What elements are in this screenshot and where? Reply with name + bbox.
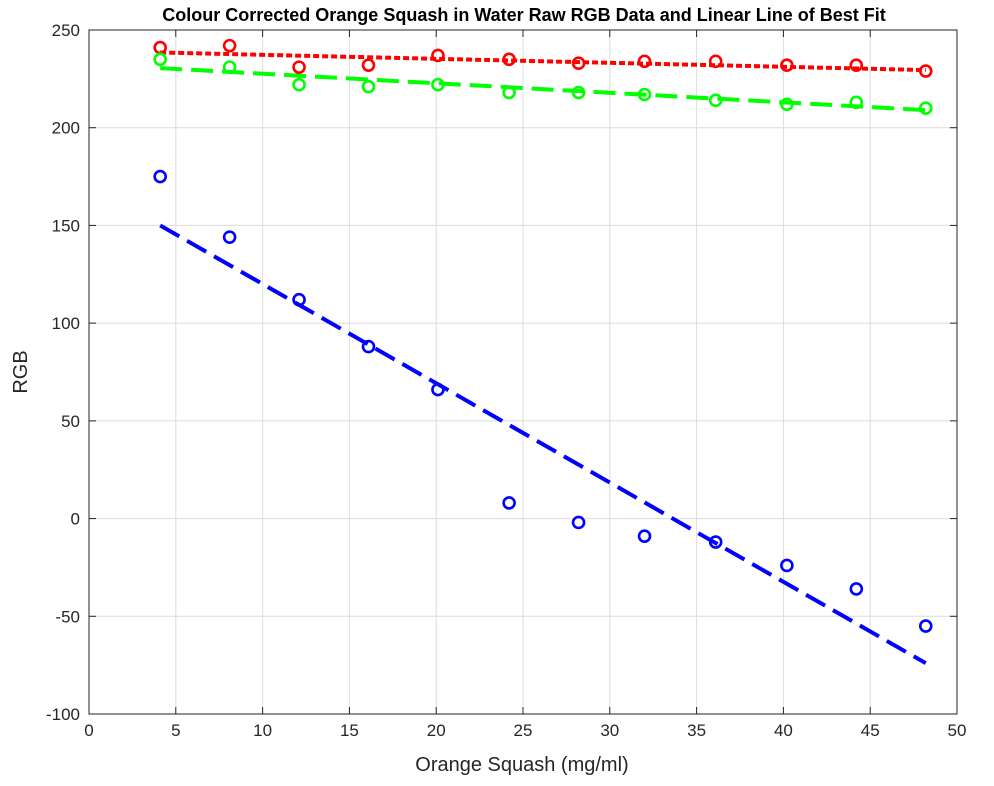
y-tick-label: 250 xyxy=(52,21,80,40)
x-tick-label: 20 xyxy=(427,721,446,740)
x-tick-label: 30 xyxy=(600,721,619,740)
y-tick-label: 100 xyxy=(52,314,80,333)
y-tick-label: -50 xyxy=(55,607,80,626)
y-tick-label: 0 xyxy=(71,510,80,529)
data-point-series-3 xyxy=(571,515,586,530)
data-point-series-1 xyxy=(780,58,794,72)
data-point-series-2 xyxy=(222,60,237,74)
x-tick-label: 50 xyxy=(948,721,967,740)
data-point-series-3 xyxy=(849,582,864,596)
data-point-series-3 xyxy=(222,230,237,244)
data-point-series-2 xyxy=(918,101,933,115)
x-tick-label: 5 xyxy=(171,721,180,740)
fit-lines xyxy=(159,50,927,665)
fit-line-series-2 xyxy=(160,66,926,113)
x-tick-label: 35 xyxy=(687,721,706,740)
data-point-series-2 xyxy=(292,77,306,92)
y-axis-label: RGB xyxy=(10,350,32,393)
data-point-series-2 xyxy=(502,85,516,100)
data-point-series-1 xyxy=(431,48,445,63)
data-point-series-3 xyxy=(153,169,167,184)
x-axis-label: Orange Squash (mg/ml) xyxy=(415,754,628,776)
data-point-series-2 xyxy=(637,87,652,102)
data-point-series-3 xyxy=(361,339,376,354)
data-point-series-2 xyxy=(431,77,445,92)
data-point-series-3 xyxy=(292,292,306,307)
y-tick-label: 200 xyxy=(52,119,80,138)
fit-line-series-3 xyxy=(159,223,927,665)
y-tick-labels: -100 -50 0 50 100 150 200 250 xyxy=(46,21,80,724)
x-tick-label: 40 xyxy=(774,721,793,740)
x-tick-label: 25 xyxy=(514,721,533,740)
y-tick-label: -100 xyxy=(46,705,80,724)
data-point-series-1 xyxy=(361,58,376,72)
data-point-series-2 xyxy=(153,52,167,67)
x-tick-labels: 0 5 10 15 20 25 30 35 40 45 50 xyxy=(84,721,966,740)
data-point-series-2 xyxy=(849,95,864,110)
data-points xyxy=(153,38,933,633)
y-tick-label: 50 xyxy=(61,412,80,431)
data-point-series-1 xyxy=(502,52,516,67)
data-point-series-1 xyxy=(637,54,652,69)
data-point-series-3 xyxy=(918,619,933,633)
data-point-series-1 xyxy=(571,56,586,71)
data-point-series-3 xyxy=(502,496,516,510)
x-tick-label: 10 xyxy=(253,721,272,740)
x-tick-label: 15 xyxy=(340,721,359,740)
data-point-series-3 xyxy=(637,529,652,543)
data-point-series-2 xyxy=(780,97,794,112)
y-tick-label: 150 xyxy=(52,216,80,235)
data-point-series-2 xyxy=(361,79,376,94)
data-point-series-3 xyxy=(780,558,794,573)
grid xyxy=(89,30,957,714)
fit-line-series-1 xyxy=(160,50,926,73)
data-point-series-1 xyxy=(849,58,864,72)
chart-title: Colour Corrected Orange Squash in Water … xyxy=(162,5,885,25)
data-point-series-3 xyxy=(708,535,723,549)
data-point-series-1 xyxy=(222,38,237,53)
data-point-series-2 xyxy=(571,85,586,100)
x-tick-label: 0 xyxy=(84,721,93,740)
data-point-series-3 xyxy=(431,382,445,397)
x-tick-label: 45 xyxy=(861,721,880,740)
data-point-series-1 xyxy=(292,60,306,74)
data-point-series-1 xyxy=(708,54,723,69)
ticks xyxy=(88,29,958,715)
data-point-series-1 xyxy=(918,64,933,78)
data-point-series-2 xyxy=(708,93,723,108)
